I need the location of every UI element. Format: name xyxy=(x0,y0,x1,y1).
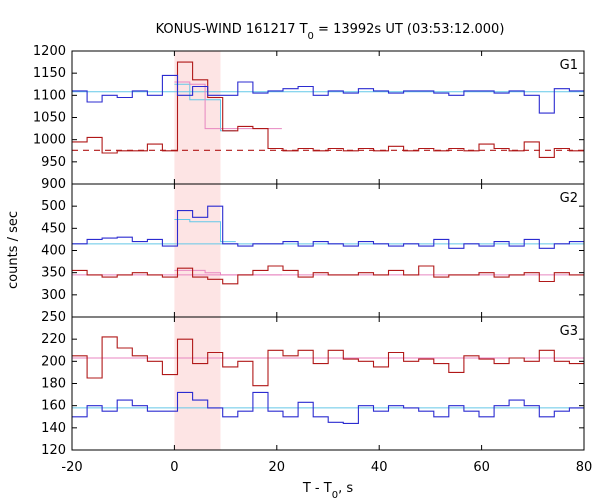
y-tick-label: 250 xyxy=(41,310,66,325)
y-tick-label: 350 xyxy=(41,266,66,281)
x-tick-label: 0 xyxy=(170,460,178,475)
y-tick-label: 1050 xyxy=(33,111,66,126)
y-tick-label: 1150 xyxy=(33,66,66,81)
y-tick-label: 220 xyxy=(41,332,66,347)
panel-label-g1: G1 xyxy=(560,58,578,73)
y-tick-label: 180 xyxy=(41,377,66,392)
upper-series-g2 xyxy=(72,205,584,249)
y-tick-label: 140 xyxy=(41,421,66,436)
y-tick-label: 500 xyxy=(41,199,66,214)
chart-title-main: KONUS-WIND 161217 T xyxy=(156,22,308,37)
panel-g2: 250 300 350 400 450 500 G2 xyxy=(41,183,585,325)
y-tick-label: 1000 xyxy=(33,133,66,148)
chart-title: KONUS-WIND 161217 T0 = 13992s UT (03:53:… xyxy=(156,22,505,42)
y-tick-label: 950 xyxy=(41,155,66,170)
panel-g3: 120 140 160 180 200 220 G3 xyxy=(41,316,585,458)
y-tick-label: 450 xyxy=(41,221,66,236)
x-tick-label: -20 xyxy=(61,460,82,475)
lower-burst-fit-g1 xyxy=(174,81,282,130)
chart-title-subscript: 0 xyxy=(308,31,314,42)
panel-g1: 900 950 1000 1050 1100 1150 1200 G1 xyxy=(33,44,585,192)
y-axis-title: counts / sec xyxy=(6,211,21,289)
x-axis-title-main: T - T xyxy=(302,481,332,496)
lower-series-g3 xyxy=(72,336,584,387)
y-tick-label: 1100 xyxy=(33,88,66,103)
panel-frame-g3 xyxy=(71,316,585,451)
y-tick-label: 160 xyxy=(41,399,66,414)
x-tick-label: 20 xyxy=(269,460,286,475)
panel-frame-g1 xyxy=(71,50,585,185)
plot-layer: 90095010001050110011501200G1250300350400… xyxy=(33,44,592,475)
y-tick-label: 400 xyxy=(41,244,66,259)
upper-series-g3 xyxy=(72,391,584,424)
panel-frame-g2 xyxy=(71,183,585,318)
x-axis-title-rest: , s xyxy=(338,481,353,496)
x-axis-title: T - T0, s xyxy=(302,481,353,500)
lower-burst-fit-g2 xyxy=(174,269,282,276)
highlight-interval xyxy=(174,51,221,450)
y-tick-label: 1200 xyxy=(33,44,66,59)
panel-label-g3: G3 xyxy=(560,324,578,339)
upper-series-g1 xyxy=(72,74,584,114)
x-tick-label: 80 xyxy=(576,460,593,475)
x-tick-label: 60 xyxy=(473,460,490,475)
y-tick-label: 120 xyxy=(41,443,66,458)
lower-series-g2 xyxy=(72,265,584,285)
panel-label-g2: G2 xyxy=(560,191,578,206)
lower-series-g1 xyxy=(72,61,584,158)
y-tick-label: 300 xyxy=(41,288,66,303)
y-tick-label: 900 xyxy=(41,177,66,192)
chart-title-rest: = 13992s UT (03:53:12.000) xyxy=(314,22,504,37)
upper-burst-fit-g2 xyxy=(174,219,236,243)
x-axis-title-subscript: 0 xyxy=(332,490,338,500)
x-tick-label: 40 xyxy=(371,460,388,475)
y-tick-label: 200 xyxy=(41,354,66,369)
